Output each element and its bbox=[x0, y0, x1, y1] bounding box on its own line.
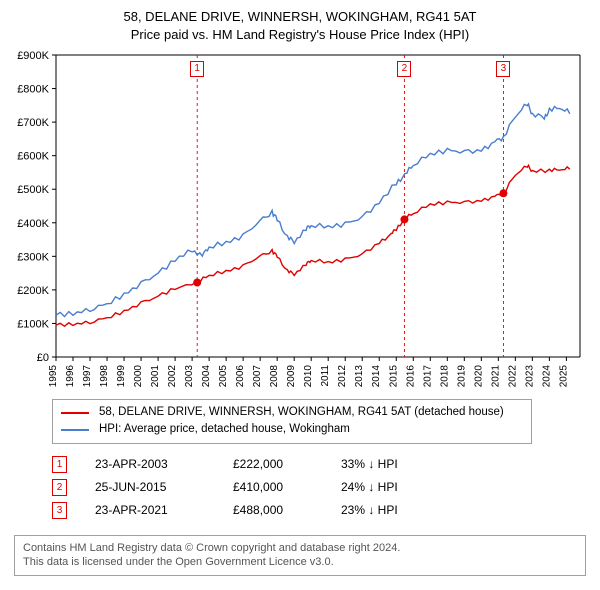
footer-line-2: This data is licensed under the Open Gov… bbox=[23, 555, 577, 570]
chart-marker-3: 3 bbox=[496, 61, 510, 77]
svg-text:2020: 2020 bbox=[473, 365, 484, 388]
sale-hpi: 33% ↓ HPI bbox=[341, 457, 451, 471]
legend-row-hpi: HPI: Average price, detached house, Woki… bbox=[61, 421, 523, 438]
svg-text:£400K: £400K bbox=[17, 218, 49, 230]
footer-line-1: Contains HM Land Registry data © Crown c… bbox=[23, 541, 577, 556]
title-line-1: 58, DELANE DRIVE, WINNERSH, WOKINGHAM, R… bbox=[8, 8, 592, 26]
svg-text:2000: 2000 bbox=[133, 365, 144, 388]
svg-text:2017: 2017 bbox=[422, 365, 433, 388]
sales-row: 2 25-JUN-2015 £410,000 24% ↓ HPI bbox=[52, 479, 586, 496]
svg-text:2024: 2024 bbox=[541, 365, 552, 388]
sale-date: 25-JUN-2015 bbox=[95, 480, 205, 494]
svg-text:2008: 2008 bbox=[269, 365, 280, 388]
chart-svg: £0 £100K £200K £300K £400K £500K £600K £700K £80… bbox=[8, 49, 592, 393]
svg-text:£300K: £300K bbox=[17, 251, 49, 263]
svg-text:£600K: £600K bbox=[17, 151, 49, 163]
svg-text:2016: 2016 bbox=[405, 365, 416, 388]
svg-text:£700K: £700K bbox=[17, 117, 49, 129]
legend-row-property: 58, DELANE DRIVE, WINNERSH, WOKINGHAM, R… bbox=[61, 404, 523, 421]
svg-text:2006: 2006 bbox=[235, 365, 246, 388]
svg-text:2015: 2015 bbox=[388, 365, 399, 388]
sale-marker-3: 3 bbox=[52, 502, 67, 519]
legend-label-hpi: HPI: Average price, detached house, Woki… bbox=[99, 421, 350, 438]
svg-text:2004: 2004 bbox=[201, 365, 212, 388]
sale-hpi: 23% ↓ HPI bbox=[341, 503, 451, 517]
legend-swatch-property bbox=[61, 412, 89, 414]
titles: 58, DELANE DRIVE, WINNERSH, WOKINGHAM, R… bbox=[8, 8, 592, 43]
svg-text:2023: 2023 bbox=[524, 365, 535, 388]
legend: 58, DELANE DRIVE, WINNERSH, WOKINGHAM, R… bbox=[52, 399, 532, 444]
chart-area: £0 £100K £200K £300K £400K £500K £600K £700K £80… bbox=[8, 49, 592, 393]
sale-date: 23-APR-2021 bbox=[95, 503, 205, 517]
svg-text:£800K: £800K bbox=[17, 84, 49, 96]
sales-row: 3 23-APR-2021 £488,000 23% ↓ HPI bbox=[52, 502, 586, 519]
legend-label-property: 58, DELANE DRIVE, WINNERSH, WOKINGHAM, R… bbox=[99, 404, 504, 421]
svg-text:1998: 1998 bbox=[99, 365, 110, 388]
svg-text:2007: 2007 bbox=[252, 365, 263, 388]
legend-swatch-hpi bbox=[61, 429, 89, 431]
svg-text:1996: 1996 bbox=[65, 365, 76, 388]
svg-text:£900K: £900K bbox=[17, 50, 49, 62]
sales-row: 1 23-APR-2003 £222,000 33% ↓ HPI bbox=[52, 456, 586, 473]
svg-text:£100K: £100K bbox=[17, 319, 49, 331]
sale-date: 23-APR-2003 bbox=[95, 457, 205, 471]
chart-container: 58, DELANE DRIVE, WINNERSH, WOKINGHAM, R… bbox=[0, 0, 600, 590]
svg-text:2019: 2019 bbox=[456, 365, 467, 388]
svg-text:2018: 2018 bbox=[439, 365, 450, 388]
footer: Contains HM Land Registry data © Crown c… bbox=[14, 535, 586, 577]
svg-text:2022: 2022 bbox=[507, 365, 518, 388]
svg-text:£200K: £200K bbox=[17, 285, 49, 297]
svg-text:1995: 1995 bbox=[48, 365, 59, 388]
svg-text:2009: 2009 bbox=[286, 365, 297, 388]
svg-text:2005: 2005 bbox=[218, 365, 229, 388]
svg-text:2025: 2025 bbox=[558, 365, 569, 388]
svg-text:2001: 2001 bbox=[150, 365, 161, 388]
title-line-2: Price paid vs. HM Land Registry's House … bbox=[8, 26, 592, 44]
sale-price: £488,000 bbox=[233, 503, 313, 517]
chart-marker-1: 1 bbox=[190, 61, 204, 77]
sale-marker-2: 2 bbox=[52, 479, 67, 496]
svg-text:2003: 2003 bbox=[184, 365, 195, 388]
sale-marker-1: 1 bbox=[52, 456, 67, 473]
sales-table: 1 23-APR-2003 £222,000 33% ↓ HPI 2 25-JU… bbox=[52, 456, 586, 525]
svg-text:1997: 1997 bbox=[82, 365, 93, 388]
svg-text:1999: 1999 bbox=[116, 365, 127, 388]
svg-text:£500K: £500K bbox=[17, 184, 49, 196]
svg-text:2010: 2010 bbox=[303, 365, 314, 388]
sale-hpi: 24% ↓ HPI bbox=[341, 480, 451, 494]
svg-text:2013: 2013 bbox=[354, 365, 365, 388]
sale-price: £222,000 bbox=[233, 457, 313, 471]
svg-text:2011: 2011 bbox=[320, 365, 331, 387]
sale-price: £410,000 bbox=[233, 480, 313, 494]
svg-text:2014: 2014 bbox=[371, 365, 382, 388]
svg-text:2012: 2012 bbox=[337, 365, 348, 388]
chart-marker-2: 2 bbox=[397, 61, 411, 77]
svg-text:2021: 2021 bbox=[490, 365, 501, 388]
svg-text:2002: 2002 bbox=[167, 365, 178, 388]
svg-text:£0: £0 bbox=[37, 352, 49, 364]
